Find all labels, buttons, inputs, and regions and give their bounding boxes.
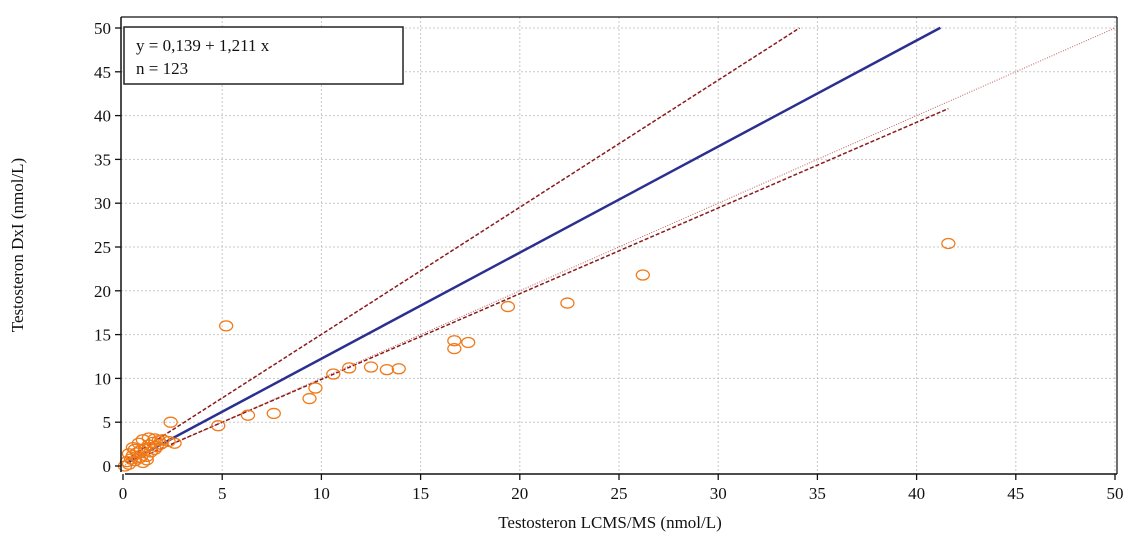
- y-tick-label: 5: [103, 413, 112, 432]
- data-point: [308, 382, 323, 394]
- data-point: [461, 336, 476, 349]
- data-point: [135, 434, 150, 446]
- regression-line: [126, 26, 941, 464]
- data-point: [139, 454, 154, 466]
- x-tick-label: 35: [809, 484, 826, 503]
- x-tick-label: 40: [908, 484, 925, 503]
- y-tick-label: 30: [94, 194, 111, 213]
- data-point: [379, 363, 395, 376]
- sample-count-text: n = 123: [136, 59, 188, 78]
- x-tick-label: 30: [710, 484, 727, 503]
- y-tick-label: 25: [94, 238, 111, 257]
- data-point: [560, 297, 575, 309]
- data-point: [302, 392, 317, 405]
- data-point: [240, 409, 256, 421]
- data-point: [447, 335, 462, 347]
- data-point: [391, 363, 406, 375]
- y-tick-label: 50: [94, 19, 111, 38]
- data-point: [941, 237, 956, 250]
- data-point: [167, 437, 182, 449]
- line-layer: [122, 26, 1116, 467]
- upper-confidence-line: [126, 27, 800, 460]
- x-tick-label: 50: [1107, 484, 1124, 503]
- grid-layer: [121, 17, 1117, 474]
- x-tick-label: 0: [119, 484, 128, 503]
- y-tick-label: 15: [94, 326, 111, 345]
- x-tick-label: 10: [313, 484, 330, 503]
- data-point: [135, 456, 150, 469]
- x-axis-title: Testosteron LCMS/MS (nmol/L): [498, 513, 722, 532]
- data-point: [342, 362, 357, 374]
- data-point: [211, 420, 226, 432]
- data-point: [447, 342, 462, 355]
- data-point: [326, 368, 341, 380]
- data-point: [141, 432, 156, 444]
- y-tick-label: 10: [94, 369, 111, 388]
- y-axis-title: Testosteron DxI (nmol/L): [8, 158, 27, 332]
- data-point: [219, 320, 234, 332]
- data-point: [161, 435, 176, 448]
- y-tick-label: 20: [94, 282, 111, 301]
- equation-box-frame: [123, 26, 404, 85]
- x-tick-label: 25: [611, 484, 628, 503]
- data-point: [635, 269, 650, 281]
- axis-layer: 0 5 10 15 20 25 30 35 40 45 50 0 5 10 15 20 25 30 35 40 45 50: [94, 16, 1124, 503]
- data-point: [131, 437, 147, 449]
- equation-box: y = 0,139 + 1,211 x n = 123: [123, 26, 404, 85]
- point-layer: [117, 237, 956, 472]
- y-tick-label: 45: [94, 63, 111, 82]
- y-tick-label: 35: [94, 150, 111, 169]
- data-point: [363, 361, 379, 373]
- data-point: [163, 416, 178, 428]
- x-tick-label: 45: [1007, 484, 1024, 503]
- equation-text: y = 0,139 + 1,211 x: [136, 36, 270, 55]
- x-tick-label: 15: [412, 484, 429, 503]
- lower-confidence-line: [126, 107, 949, 465]
- data-point: [147, 433, 162, 445]
- y-tick-label: 0: [103, 457, 112, 476]
- y-tick-label: 40: [94, 107, 111, 126]
- x-tick-label: 20: [511, 484, 528, 503]
- data-point: [500, 300, 516, 313]
- x-tick-label: 5: [218, 484, 227, 503]
- data-point: [266, 407, 281, 420]
